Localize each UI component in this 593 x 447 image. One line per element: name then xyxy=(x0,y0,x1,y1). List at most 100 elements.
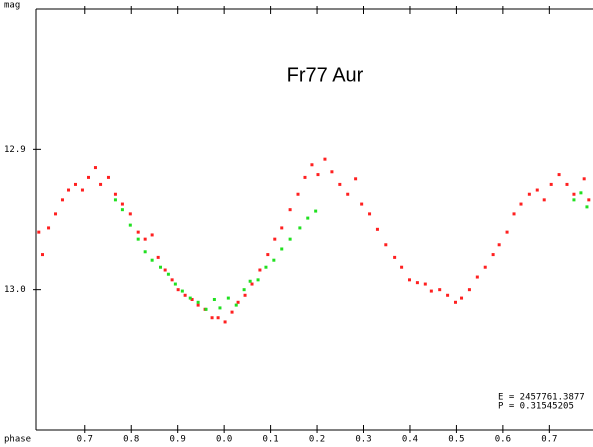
data-point xyxy=(354,177,358,181)
data-point xyxy=(67,188,71,192)
data-point xyxy=(272,258,276,262)
x-tick-label: 0.2 xyxy=(309,435,325,445)
data-point xyxy=(236,300,240,304)
data-point xyxy=(196,303,200,307)
data-point xyxy=(128,212,132,216)
data-point xyxy=(316,173,320,177)
data-point xyxy=(585,205,589,209)
data-point xyxy=(113,192,117,196)
x-tick-label: 0.5 xyxy=(448,435,464,445)
data-point xyxy=(212,297,216,301)
data-point xyxy=(170,278,174,282)
x-tick-label: 0.3 xyxy=(355,435,371,445)
data-point xyxy=(368,212,372,216)
data-point xyxy=(60,198,64,202)
data-point xyxy=(218,306,222,310)
data-point xyxy=(54,212,58,216)
data-point xyxy=(346,192,350,196)
data-point xyxy=(210,316,214,320)
data-point xyxy=(384,243,388,247)
data-point xyxy=(527,192,531,196)
data-point xyxy=(519,202,523,206)
data-point xyxy=(306,216,310,220)
data-point xyxy=(159,265,163,269)
data-point xyxy=(47,226,51,230)
annotation: E = 2457761.3877 xyxy=(498,393,585,403)
data-point xyxy=(446,293,450,297)
y-tick-label: 12.9 xyxy=(4,145,26,155)
data-point xyxy=(408,278,412,282)
data-point xyxy=(242,288,246,292)
data-point xyxy=(423,282,427,286)
data-point xyxy=(248,279,252,283)
data-point xyxy=(505,230,509,234)
data-point xyxy=(338,182,342,186)
data-point xyxy=(400,265,404,269)
data-point xyxy=(330,170,334,174)
data-point xyxy=(163,268,167,272)
data-point xyxy=(393,255,397,259)
x-tick-label: 0.9 xyxy=(170,435,186,445)
data-point xyxy=(113,198,117,202)
data-point xyxy=(273,237,277,241)
x-tick-label: 0.7 xyxy=(77,435,93,445)
data-point xyxy=(535,188,539,192)
data-point xyxy=(250,282,254,286)
annotation: P = 0.31545205 xyxy=(498,402,574,412)
x-tick-label: 0.6 xyxy=(495,435,511,445)
data-point xyxy=(467,288,471,292)
data-point xyxy=(176,288,180,292)
data-point xyxy=(323,157,327,161)
data-point xyxy=(582,177,586,181)
data-point xyxy=(166,272,170,276)
data-point xyxy=(136,230,140,234)
data-point xyxy=(223,320,227,324)
data-point xyxy=(86,175,90,179)
data-point xyxy=(234,303,238,307)
data-point xyxy=(296,192,300,196)
data-point xyxy=(156,255,160,259)
data-point xyxy=(572,198,576,202)
data-point xyxy=(180,289,184,293)
data-point xyxy=(216,316,220,320)
data-point xyxy=(93,166,97,170)
data-point xyxy=(41,253,45,257)
y-tick-label: 13.0 xyxy=(4,285,26,295)
data-point xyxy=(303,175,307,179)
data-point xyxy=(226,296,230,300)
data-point xyxy=(120,208,124,212)
data-point xyxy=(429,289,433,293)
data-point xyxy=(136,237,140,241)
data-point xyxy=(230,310,234,314)
data-point xyxy=(258,268,262,272)
data-point xyxy=(99,182,103,186)
data-point xyxy=(106,175,110,179)
data-point xyxy=(310,163,314,167)
x-tick-label: 0.8 xyxy=(123,435,139,445)
data-point xyxy=(587,198,591,202)
data-point xyxy=(497,243,501,247)
data-point xyxy=(288,208,292,212)
chart-title: Fr77 Aur xyxy=(287,64,364,86)
data-point xyxy=(438,288,442,292)
x-tick-label: 0.7 xyxy=(541,435,557,445)
data-point xyxy=(243,293,247,297)
data-point xyxy=(542,198,546,202)
data-point xyxy=(73,182,77,186)
data-point xyxy=(280,226,284,230)
x-tick-label: 0.0 xyxy=(216,435,232,445)
data-point xyxy=(150,233,154,237)
data-point xyxy=(204,307,208,311)
data-point xyxy=(188,296,192,300)
x-tick-label: 0.1 xyxy=(262,435,278,445)
data-point xyxy=(264,265,268,269)
data-point xyxy=(288,237,292,241)
data-point xyxy=(549,182,553,186)
x-axis-label: phase xyxy=(4,435,31,445)
data-point xyxy=(190,297,194,301)
data-point xyxy=(256,278,260,282)
data-point xyxy=(453,300,457,304)
data-point xyxy=(557,173,561,177)
data-point xyxy=(143,250,147,254)
